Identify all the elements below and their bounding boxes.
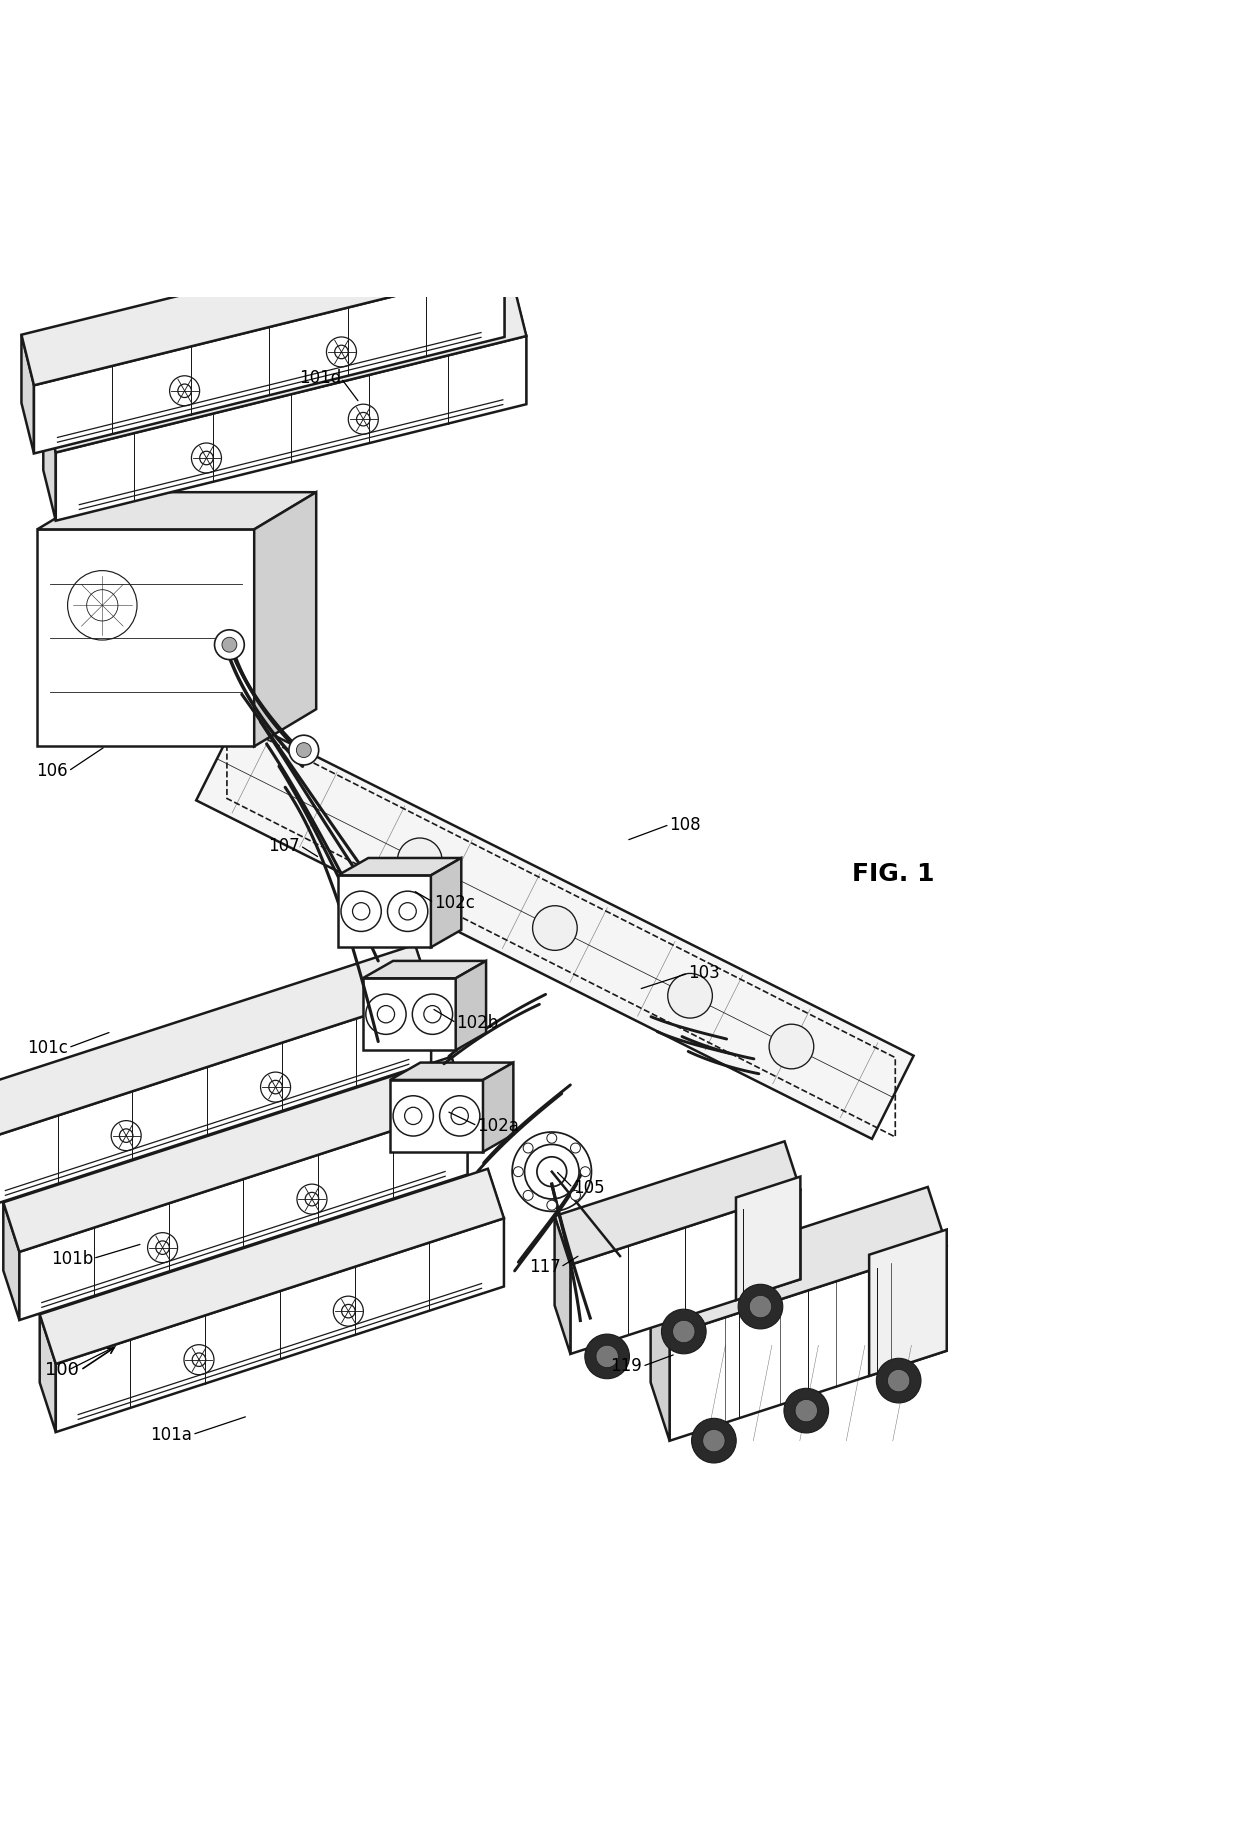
Polygon shape [56,336,526,521]
Polygon shape [21,334,33,453]
Text: 105: 105 [573,1178,605,1196]
Circle shape [580,1167,590,1176]
Circle shape [585,1334,630,1378]
Polygon shape [554,1217,570,1354]
Polygon shape [389,1062,513,1081]
Text: 101a: 101a [150,1426,192,1444]
Polygon shape [415,945,432,1062]
Polygon shape [554,1141,800,1264]
Polygon shape [670,1246,946,1440]
Polygon shape [37,528,254,747]
Polygon shape [40,1314,56,1431]
Circle shape [513,1167,523,1176]
Text: 101d: 101d [299,369,341,387]
Circle shape [877,1358,921,1404]
Text: FIG. 1: FIG. 1 [852,862,934,886]
Text: 117: 117 [528,1259,560,1275]
Circle shape [703,1429,725,1451]
Circle shape [215,629,244,659]
Circle shape [523,1143,533,1152]
Circle shape [596,1345,619,1367]
Circle shape [769,1024,813,1068]
Polygon shape [389,1081,482,1152]
Polygon shape [869,1229,946,1376]
Text: 101c: 101c [27,1039,68,1057]
Text: 102b: 102b [456,1015,498,1031]
Polygon shape [0,945,432,1140]
Text: 102c: 102c [434,894,475,912]
Polygon shape [482,1062,513,1152]
Polygon shape [40,1169,503,1363]
Polygon shape [4,1057,467,1251]
Polygon shape [451,1057,467,1174]
Circle shape [523,1191,533,1200]
Polygon shape [0,995,432,1207]
Text: 100: 100 [45,1362,79,1380]
Polygon shape [254,492,316,747]
Polygon shape [196,717,914,1140]
Circle shape [397,839,441,883]
Circle shape [749,1296,771,1318]
Text: 108: 108 [670,815,702,833]
Polygon shape [492,218,505,338]
Polygon shape [33,268,505,453]
Circle shape [784,1389,828,1433]
Text: 101b: 101b [51,1250,93,1268]
Polygon shape [363,962,486,978]
Circle shape [661,1308,706,1354]
Circle shape [547,1200,557,1209]
Circle shape [795,1400,817,1422]
Circle shape [296,743,311,758]
Polygon shape [43,286,526,453]
Circle shape [692,1418,737,1462]
Polygon shape [337,859,461,875]
Polygon shape [651,1277,670,1440]
Polygon shape [4,1202,20,1319]
Circle shape [667,973,712,1018]
Text: 102a: 102a [477,1118,520,1134]
Polygon shape [570,1189,800,1354]
Text: 106: 106 [36,762,68,780]
Polygon shape [43,402,56,521]
Circle shape [888,1369,910,1391]
Text: 103: 103 [688,965,720,982]
Circle shape [547,1134,557,1143]
Polygon shape [56,1218,503,1431]
Circle shape [532,906,578,951]
Text: 119: 119 [610,1358,642,1376]
Circle shape [738,1284,782,1329]
Polygon shape [456,962,486,1050]
Polygon shape [363,978,456,1050]
Circle shape [672,1321,694,1343]
Polygon shape [487,1169,503,1286]
Circle shape [222,637,237,651]
Polygon shape [21,218,505,385]
Polygon shape [513,286,526,404]
Polygon shape [20,1107,467,1319]
Circle shape [570,1143,580,1152]
Polygon shape [37,492,316,528]
Circle shape [570,1191,580,1200]
Polygon shape [737,1176,800,1301]
Polygon shape [432,859,461,947]
Polygon shape [651,1187,946,1336]
Circle shape [289,736,319,765]
Text: 107: 107 [268,837,300,855]
Polygon shape [337,875,432,947]
